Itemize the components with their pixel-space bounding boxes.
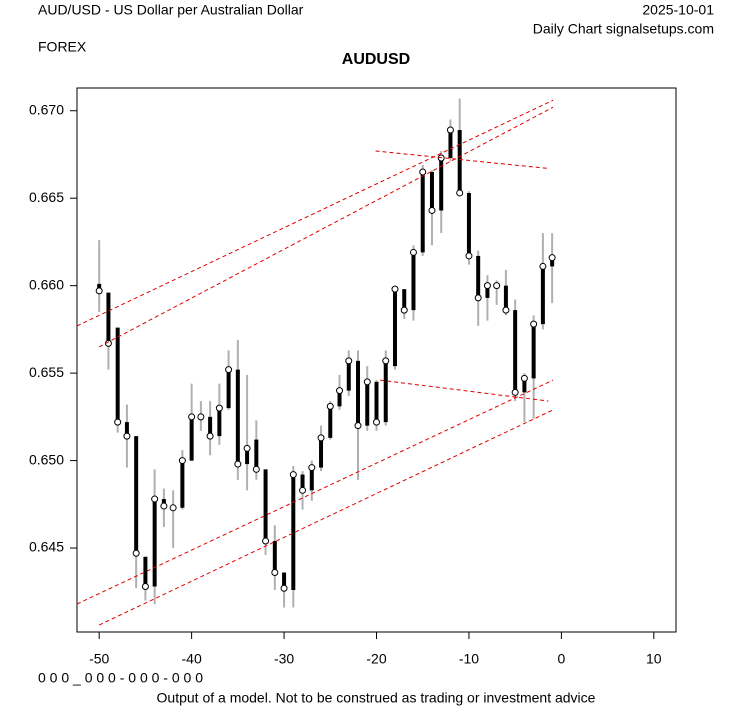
close-marker	[188, 413, 196, 421]
x-tick-label: 0	[557, 651, 565, 667]
close-marker	[493, 282, 501, 290]
close-marker	[530, 320, 538, 328]
close-marker	[446, 126, 454, 134]
close-marker	[363, 378, 371, 386]
x-tick-label: -10	[459, 651, 479, 667]
x-tick-label: -40	[182, 651, 202, 667]
close-marker	[520, 374, 528, 382]
close-marker	[123, 432, 131, 440]
close-marker	[215, 404, 223, 412]
close-marker	[141, 583, 149, 591]
close-marker	[373, 418, 380, 426]
close-marker	[169, 504, 177, 512]
close-marker	[289, 471, 297, 479]
close-marker	[428, 206, 436, 214]
close-marker	[234, 460, 242, 468]
y-tick-label: 0.670	[29, 101, 64, 117]
close-marker	[95, 287, 103, 295]
y-tick-label: 0.655	[29, 364, 64, 380]
close-marker	[160, 502, 168, 510]
close-marker	[178, 457, 186, 465]
market: FOREX	[38, 39, 87, 55]
chart-title: AUDUSD	[342, 51, 410, 68]
close-marker	[197, 413, 205, 421]
close-marker	[308, 464, 316, 472]
date: 2025-10-01	[642, 2, 714, 18]
close-marker	[409, 248, 417, 256]
close-marker	[539, 262, 547, 270]
x-tick-label: -20	[366, 651, 386, 667]
y-tick-label: 0.650	[29, 451, 64, 467]
trendline	[98, 106, 554, 348]
close-marker	[225, 366, 233, 374]
plot-frame	[76, 87, 677, 633]
close-marker	[502, 306, 510, 314]
trendline	[76, 379, 554, 605]
close-marker	[280, 584, 288, 592]
close-marker	[299, 486, 307, 494]
close-marker	[206, 432, 214, 440]
close-marker	[465, 252, 473, 260]
close-marker	[474, 294, 482, 302]
y-tick-label: 0.665	[29, 189, 64, 205]
source: Daily Chart signalsetups.com	[533, 21, 714, 37]
close-marker	[419, 168, 427, 176]
close-marker	[483, 282, 491, 290]
close-marker	[400, 306, 408, 314]
x-tick-label: 10	[646, 651, 662, 667]
close-marker	[345, 357, 353, 365]
x-tick-label: -50	[89, 651, 109, 667]
header-left: AUD/USD - US Dollar per Australian Dolla…	[38, 2, 304, 18]
close-marker	[114, 418, 122, 426]
close-marker	[382, 357, 390, 365]
close-marker	[456, 189, 464, 197]
trendline	[76, 99, 554, 327]
x-tick-label: -30	[274, 651, 294, 667]
close-marker	[391, 285, 399, 293]
close-marker	[548, 254, 556, 262]
close-marker	[336, 387, 344, 395]
close-marker	[271, 569, 279, 577]
close-marker	[326, 402, 334, 410]
close-marker	[317, 434, 325, 442]
close-marker	[511, 388, 519, 396]
y-tick-label: 0.660	[29, 276, 64, 292]
close-marker	[354, 422, 362, 430]
trendline	[98, 409, 554, 626]
trendline	[375, 150, 549, 169]
code-line: 0 0 0 _ 0 0 0 - 0 0 0 - 0 0 0	[38, 670, 203, 686]
y-tick-label: 0.645	[29, 539, 64, 555]
disclaimer: Output of a model. Not to be construed a…	[157, 690, 596, 706]
close-marker	[132, 549, 140, 557]
close-marker	[262, 537, 270, 545]
close-marker	[243, 444, 251, 452]
close-marker	[151, 495, 159, 503]
close-marker	[252, 465, 260, 473]
trendline	[380, 379, 549, 402]
